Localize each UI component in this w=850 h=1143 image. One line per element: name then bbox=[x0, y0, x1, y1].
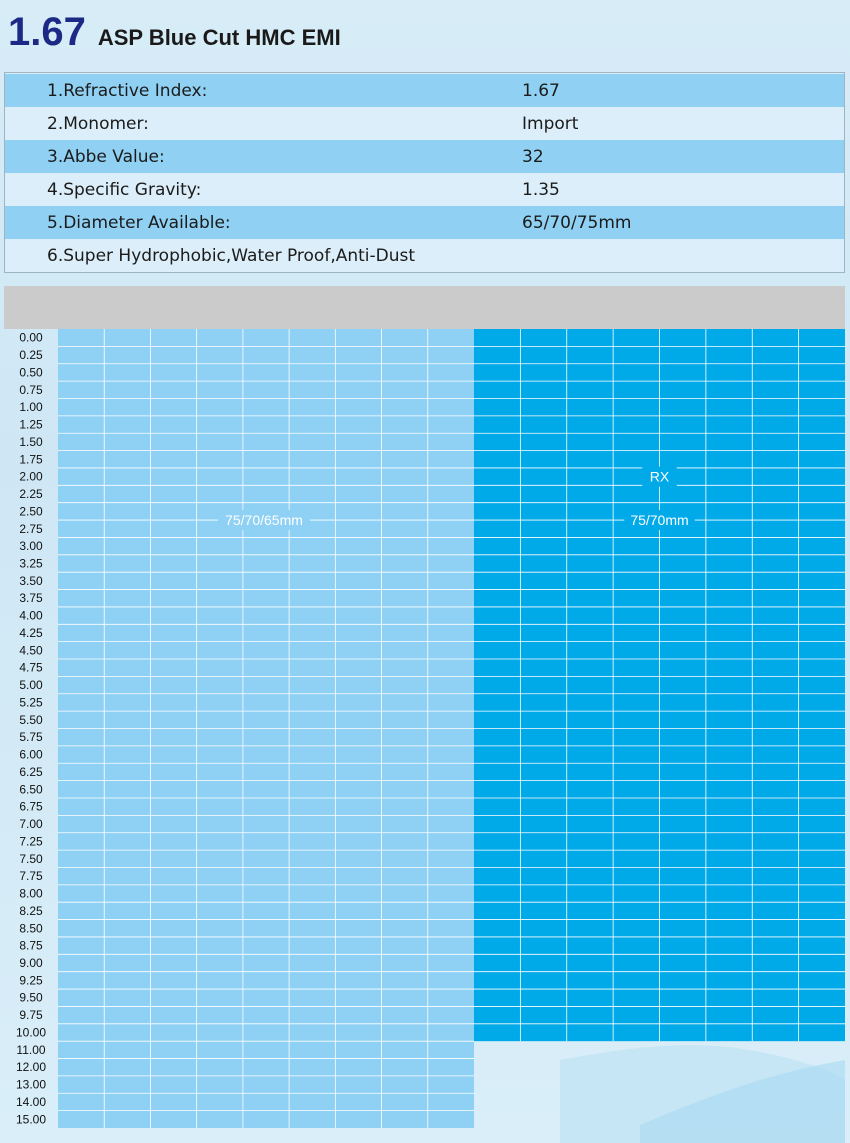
spec-row-monomer: 2.Monomer: Import bbox=[5, 107, 844, 140]
wave-decoration bbox=[560, 1045, 845, 1143]
spec-row-features: 6.Super Hydrophobic,Water Proof,Anti-Dus… bbox=[5, 239, 844, 272]
power-row-label: 8.00 bbox=[19, 887, 43, 901]
power-row-label: 2.25 bbox=[19, 487, 43, 501]
spec-table: 1.Refractive Index: 1.67 2.Monomer: Impo… bbox=[4, 72, 845, 273]
spec-value: 65/70/75mm bbox=[522, 213, 632, 233]
power-row-label: 11.00 bbox=[16, 1043, 45, 1057]
spec-row-diameter: 5.Diameter Available: 65/70/75mm bbox=[5, 206, 844, 239]
power-row-label: 6.50 bbox=[19, 782, 43, 796]
spec-value: 1.67 bbox=[522, 81, 560, 101]
power-row-label: 1.50 bbox=[19, 435, 43, 449]
power-row-label: 9.75 bbox=[19, 1008, 43, 1022]
power-row-label: 3.50 bbox=[19, 574, 43, 588]
power-row-label: 4.75 bbox=[19, 661, 43, 675]
power-row-label: 8.50 bbox=[19, 921, 43, 935]
power-row-label: 7.25 bbox=[19, 834, 43, 848]
power-row-label: 9.25 bbox=[19, 973, 43, 987]
title-product-name: ASP Blue Cut HMC EMI bbox=[97, 25, 341, 50]
power-row-label: 4.00 bbox=[19, 609, 43, 623]
spec-value: 1.35 bbox=[522, 180, 560, 200]
spec-label: 2.Monomer: bbox=[47, 114, 149, 134]
spec-value: Import bbox=[522, 114, 579, 134]
power-row-label: 4.50 bbox=[19, 643, 43, 657]
chart-header-band bbox=[4, 286, 845, 329]
rx-region-label: 75/70mm bbox=[630, 512, 688, 528]
availability-grid: 0.00 0.25 0.50 0.75 1.00 1.25 1.50 1.75 2.00 2.25… bbox=[16, 329, 845, 1143]
spec-label: 3.Abbe Value: bbox=[47, 147, 165, 167]
power-row-label: 5.75 bbox=[19, 730, 43, 744]
rx-region-sublabel: RX bbox=[650, 469, 670, 485]
spec-label: 4.Specific Gravity: bbox=[47, 180, 202, 200]
power-row-label: 1.25 bbox=[19, 418, 43, 432]
power-row-label: 13.00 bbox=[16, 1078, 46, 1092]
power-row-label: 1.00 bbox=[19, 400, 43, 414]
power-row-label: 8.75 bbox=[19, 939, 43, 953]
power-row-label: 10.00 bbox=[16, 1025, 46, 1039]
title: 1.67 ASP Blue Cut HMC EMI bbox=[8, 10, 341, 66]
power-row-label: 6.25 bbox=[19, 765, 43, 779]
power-row-label: 0.00 bbox=[19, 331, 43, 345]
power-row-label: 7.50 bbox=[19, 852, 43, 866]
spec-label: 6.Super Hydrophobic,Water Proof,Anti-Dus… bbox=[47, 246, 416, 266]
spec-label: 1.Refractive Index: bbox=[47, 81, 208, 101]
power-row-label: 14.00 bbox=[16, 1095, 46, 1109]
power-row-label: 5.50 bbox=[19, 713, 43, 727]
power-row-label: 7.00 bbox=[19, 817, 43, 831]
stock-region-label: 75/70/65mm bbox=[225, 512, 303, 528]
power-row-label: 3.00 bbox=[19, 539, 43, 553]
spec-row-specific-gravity: 4.Specific Gravity: 1.35 bbox=[5, 173, 844, 206]
power-row-label: 2.75 bbox=[19, 522, 43, 536]
power-row-label: 15.00 bbox=[16, 1112, 46, 1126]
power-row-label: 8.25 bbox=[19, 904, 43, 918]
spec-row-refractive-index: 1.Refractive Index: 1.67 bbox=[5, 74, 844, 107]
power-row-label: 2.00 bbox=[19, 470, 43, 484]
power-row-label: 1.75 bbox=[19, 452, 43, 466]
rx-region-sublabel-bg bbox=[642, 466, 677, 487]
power-row-label: 5.25 bbox=[19, 695, 43, 709]
power-row-label: 12.00 bbox=[16, 1060, 46, 1074]
power-row-label: 2.50 bbox=[19, 504, 43, 518]
stock-region-label-bg bbox=[218, 510, 310, 531]
power-row-label: 5.00 bbox=[19, 678, 43, 692]
power-row-label: 7.75 bbox=[19, 869, 43, 883]
power-row-label: 6.00 bbox=[19, 748, 43, 762]
spec-value: 32 bbox=[522, 147, 544, 167]
power-row-label: 6.75 bbox=[19, 800, 43, 814]
title-number: 1.67 bbox=[8, 10, 86, 54]
power-row-label: 3.75 bbox=[19, 591, 43, 605]
power-row-label: 9.50 bbox=[19, 991, 43, 1005]
power-row-label: 0.25 bbox=[19, 348, 43, 362]
rx-region-label-bg bbox=[624, 510, 695, 531]
spec-row-abbe-value: 3.Abbe Value: 32 bbox=[5, 140, 844, 173]
availability-chart: 0.00 0.25 0.50 0.75 1.00 1.25 1.50 1.75 2.00 2.25… bbox=[4, 286, 845, 1143]
power-row-label: 0.75 bbox=[19, 383, 43, 397]
power-row-label: 3.25 bbox=[19, 556, 43, 570]
power-row-label: 9.00 bbox=[19, 956, 43, 970]
power-row-label: 0.50 bbox=[19, 365, 43, 379]
power-row-label: 4.25 bbox=[19, 626, 43, 640]
spec-label: 5.Diameter Available: bbox=[47, 213, 231, 233]
